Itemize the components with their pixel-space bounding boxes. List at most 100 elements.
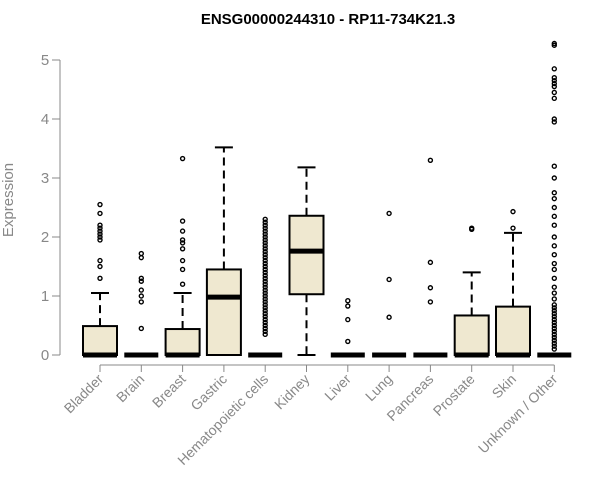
outlier-point [551,95,557,102]
x-tick-label: Lung [362,371,395,404]
outlier-point [262,269,268,276]
outlier-point [345,303,351,309]
chart-title: ENSG00000244310 - RP11-734K21.3 [201,11,455,28]
outlier-point [179,228,186,234]
box [205,268,242,357]
box-group [495,208,531,358]
outlier-point [551,296,557,302]
outlier-point [427,285,434,291]
box-group [330,298,365,358]
outlier-point [510,225,516,231]
outlier-point [551,334,557,340]
outlier-point [97,225,103,231]
outlier-point [262,216,268,223]
box-group [413,157,448,358]
outlier-point [179,237,186,243]
outlier-point [551,234,557,240]
outlier-point [97,237,103,243]
outlier-point [551,77,557,84]
outlier-point [262,319,268,326]
outlier-point [179,257,186,264]
outlier-point [427,259,434,266]
outlier-point [179,218,186,224]
y-tick-label: 5 [41,52,49,69]
outlier-point [551,190,557,196]
outlier-point [262,243,268,249]
outlier-point [551,290,557,296]
outlier-point [551,40,557,47]
outlier-point [262,293,268,299]
outlier-point [427,157,434,164]
x-tick-label: Breast [149,371,189,411]
outlier-point [551,213,557,220]
outlier-point [386,314,392,320]
box-group [124,250,159,358]
outlier-point [551,175,557,181]
outlier-point [262,302,268,308]
outlier-point [262,237,268,243]
outlier-point [345,338,351,345]
outlier-point [97,201,103,208]
outlier-point [262,278,268,284]
outlier-point [262,328,268,335]
outlier-point [138,278,145,284]
outlier-point [551,163,557,169]
box-group [537,40,572,358]
outlier-point [262,275,268,281]
outlier-point [262,284,268,290]
outlier-point [551,302,557,308]
outlier-point [551,266,557,273]
box-group [248,216,283,358]
outlier-point [262,263,268,270]
box [453,314,490,356]
outlier-point [551,260,557,267]
outlier-point [138,250,145,257]
outlier-point [179,266,186,273]
outlier-point [262,305,268,311]
outlier-point [262,231,268,237]
outlier-point [262,240,268,246]
outlier-point [551,311,557,317]
outlier-point [138,325,145,332]
box-group [288,166,325,356]
outlier-point [262,296,268,302]
outlier-point [551,119,557,125]
box [288,214,325,296]
outlier-point [262,331,268,338]
outlier-point [262,299,268,305]
outlier-point [551,89,557,96]
outlier-point [262,308,268,314]
outlier-point [551,313,557,320]
x-tick-label: Prostate [430,371,478,419]
outlier-point [97,234,103,240]
outlier-point [551,340,557,346]
outlier-point [551,325,557,332]
y-axis: 0 1 2 3 4 5 [41,52,61,364]
outlier-point [345,316,351,323]
y-tick-label: 0 [41,347,49,364]
x-tick-label: Skin [489,371,520,402]
outlier-point [138,287,145,293]
y-tick-label: 3 [41,170,49,187]
outlier-point [97,257,103,264]
outlier-point [262,257,268,264]
outlier-point [262,290,268,296]
outlier-point [386,210,392,217]
outlier-point [138,275,145,281]
outlier-point [262,316,268,323]
x-tick-label: Liver [321,371,354,404]
outlier-point [262,325,268,332]
outlier-point [262,311,268,317]
outlier-point [97,231,103,237]
outlier-point [97,210,103,217]
outlier-point [551,284,557,290]
outlier-point [138,254,145,261]
outlier-point [262,249,268,255]
outlier-point [262,266,268,273]
outlier-point [551,80,557,87]
outlier-point [262,225,268,231]
outlier-point [262,260,268,267]
box [164,328,201,357]
box-group [205,146,242,357]
